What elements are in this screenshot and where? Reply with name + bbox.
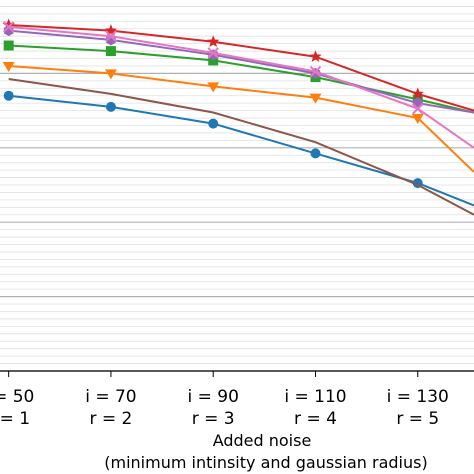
- data-point: [2, 61, 15, 72]
- x-tick-label-i: i = 70: [85, 387, 136, 407]
- data-point: [104, 24, 118, 36]
- series-0: [3, 90, 474, 207]
- series-line: [8, 78, 474, 216]
- data-point: [105, 101, 116, 112]
- series-5: [8, 78, 474, 216]
- data-point: [104, 69, 117, 80]
- x-tick-label-r: r = 4: [294, 409, 337, 429]
- data-point: [309, 65, 322, 78]
- data-point: [105, 46, 116, 57]
- series-line: [8, 94, 474, 207]
- x-ticks: i = 50r = 1 i = 70r = 2 i = 90r = 3 i = 110…: [0, 371, 449, 429]
- series-4: [3, 25, 474, 114]
- data-point: [2, 21, 15, 33]
- data-point: [2, 18, 15, 31]
- data-point: [309, 50, 322, 62]
- series-6: [2, 21, 474, 149]
- data-point: [208, 118, 219, 129]
- x-axis-title: Added noise: [213, 431, 312, 450]
- series-line: [8, 44, 474, 114]
- data-point: [310, 148, 321, 159]
- series-line: [8, 29, 474, 114]
- x-tick-label-i: i = 90: [187, 387, 238, 407]
- data-point: [412, 103, 424, 115]
- data-point: [207, 35, 220, 47]
- data-point: [411, 87, 424, 100]
- grid: [0, 6, 474, 372]
- series-line: [8, 65, 474, 173]
- data-point: [411, 114, 424, 125]
- data-point: [309, 93, 322, 104]
- data-point: [207, 82, 220, 93]
- data-point: [3, 90, 14, 101]
- data-point: [3, 40, 14, 51]
- x-tick-label-i: i = 50: [0, 387, 34, 407]
- series-layer: [2, 18, 474, 216]
- series-line: [8, 25, 474, 149]
- x-tick-label-r: r = 3: [192, 409, 235, 429]
- data-point: [208, 55, 219, 66]
- x-tick-label-r: r = 5: [396, 409, 439, 429]
- x-tick-label-r: r = 1: [0, 409, 30, 429]
- series-3: [2, 18, 474, 112]
- x-tick-label-i: i = 130: [387, 387, 449, 407]
- series-1: [2, 61, 474, 173]
- data-point: [105, 30, 117, 42]
- x-tick-label-i: i = 110: [284, 387, 346, 407]
- x-tick-label-r: r = 2: [90, 409, 133, 429]
- data-point: [207, 47, 219, 59]
- series-line: [8, 24, 474, 112]
- x-axis-subtitle: (minimum intinsity and gaussian radius): [104, 453, 427, 472]
